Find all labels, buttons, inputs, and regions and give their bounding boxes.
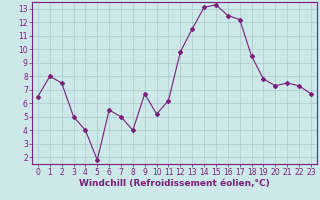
X-axis label: Windchill (Refroidissement éolien,°C): Windchill (Refroidissement éolien,°C)	[79, 179, 270, 188]
